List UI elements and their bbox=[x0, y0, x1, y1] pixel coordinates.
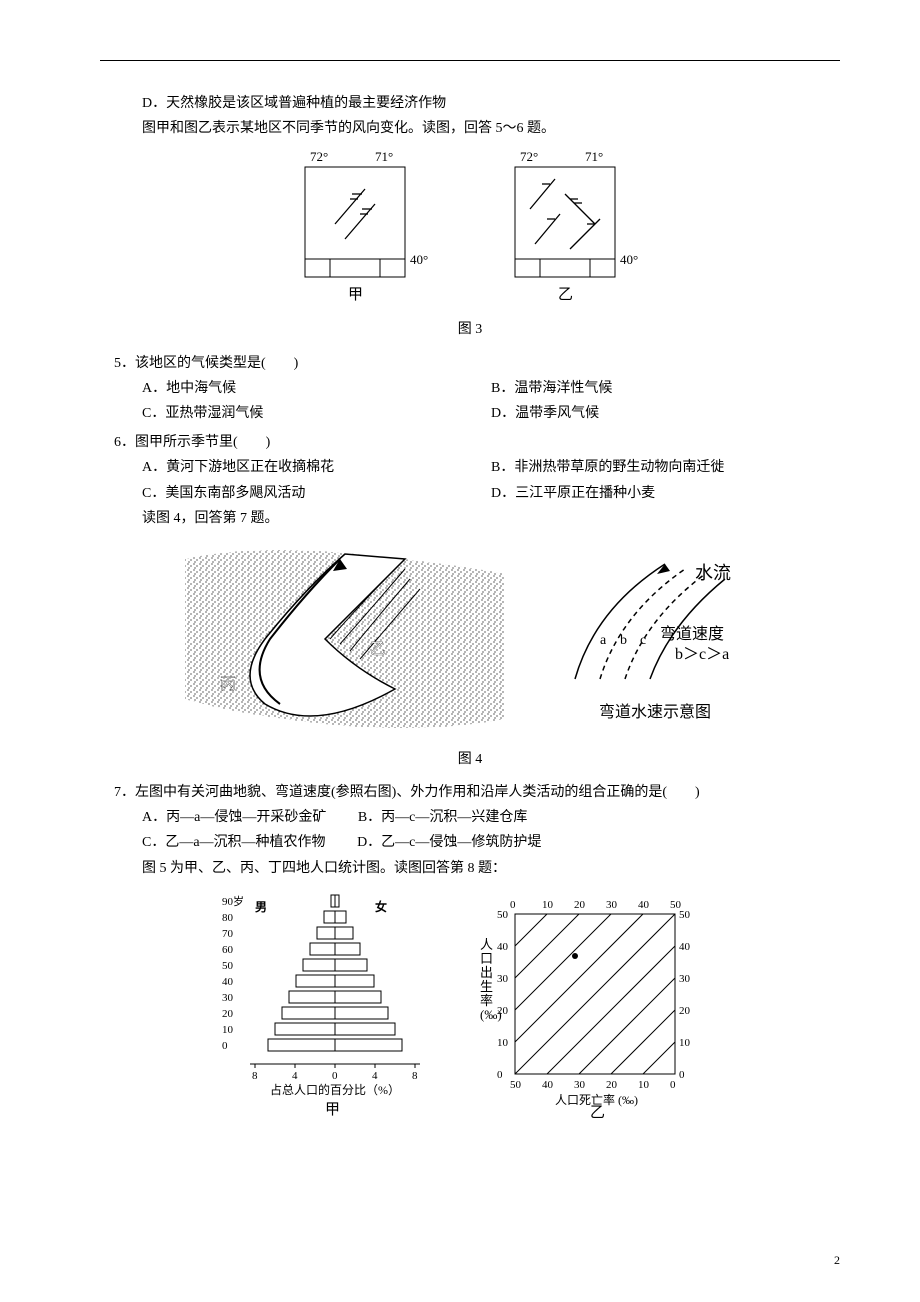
pyr-male: 男 bbox=[255, 900, 267, 914]
svg-text:30: 30 bbox=[574, 1079, 586, 1091]
svg-text:0: 0 bbox=[670, 1079, 676, 1091]
svg-text:30: 30 bbox=[679, 973, 691, 985]
fig4-intro: 读图 4，回答第 7 题。 bbox=[100, 506, 840, 531]
svg-text:4: 4 bbox=[372, 1070, 378, 1082]
svg-text:20: 20 bbox=[497, 1005, 509, 1017]
q7-opt-c: C．乙—a—沉积—种植农作物 bbox=[142, 835, 326, 850]
svg-text:50: 50 bbox=[497, 909, 509, 921]
svg-text:40: 40 bbox=[542, 1079, 554, 1091]
pyr-xlabel: 占总人口的百分比（%） bbox=[270, 1082, 400, 1097]
fig5-triangle-svg: 01020304050 人口出生率(‰) 50403020100 5040302… bbox=[460, 889, 720, 1119]
svg-text:0: 0 bbox=[497, 1069, 503, 1081]
fig4-bend: 弯道速度 bbox=[660, 625, 724, 643]
svg-text:40: 40 bbox=[497, 941, 509, 953]
q5-options: A．地中海气候 B．温带海洋性气候 C．亚热带湿润气候 D．温带季风气候 bbox=[100, 376, 840, 426]
fig3-jia-svg: 72° 71° 40° 甲 bbox=[290, 149, 440, 309]
fig4-right: 水流 a b c 弯道速度 b＞c＞a 弯道水速示意图 bbox=[545, 549, 765, 728]
lon-71b: 71° bbox=[585, 149, 603, 164]
q6-opt-d: D．三江平原正在播种小麦 bbox=[491, 481, 840, 506]
lat-40b: 40° bbox=[620, 252, 638, 267]
svg-text:50: 50 bbox=[222, 960, 234, 972]
svg-text:8: 8 bbox=[412, 1070, 418, 1082]
svg-text:30: 30 bbox=[222, 992, 234, 1004]
fig4-label: 图 4 bbox=[100, 747, 840, 772]
svg-text:90岁: 90岁 bbox=[222, 894, 244, 908]
lat-40: 40° bbox=[410, 252, 428, 267]
svg-text:20: 20 bbox=[606, 1079, 618, 1091]
svg-text:50: 50 bbox=[510, 1079, 522, 1091]
figure-5: 90岁80706050403020100 男 女 84048 占总人口的百分比（… bbox=[100, 889, 840, 1119]
prev-option-d: D．天然橡胶是该区域普遍种植的最主要经济作物 bbox=[100, 91, 840, 116]
svg-text:4: 4 bbox=[292, 1070, 298, 1082]
svg-text:10: 10 bbox=[497, 1037, 509, 1049]
question-5: 5．该地区的气候类型是( ) bbox=[100, 351, 840, 376]
svg-text:50: 50 bbox=[679, 909, 691, 921]
svg-text:40: 40 bbox=[222, 976, 234, 988]
fig4-b: b bbox=[620, 633, 627, 648]
q5-opt-d: D．温带季风气候 bbox=[491, 401, 840, 426]
fig3-yi-svg: 72° 71° 40° 乙 bbox=[500, 149, 650, 309]
q6-options: A．黄河下游地区正在收摘棉花 B．非洲热带草原的野生动物向南迁徙 C．美国东南部… bbox=[100, 455, 840, 505]
figure-3: 72° 71° 40° 甲 72° 71° 40° bbox=[100, 149, 840, 309]
svg-text:0: 0 bbox=[332, 1070, 338, 1082]
fig4-bing: 丙 bbox=[220, 676, 236, 693]
figure-4: 乙 丙 水流 a b c 弯道速度 b＞c＞a 弯道水速示意图 bbox=[100, 539, 840, 739]
page-number: 2 bbox=[834, 1250, 840, 1272]
lon-72b: 72° bbox=[520, 149, 538, 164]
lon-71: 71° bbox=[375, 149, 393, 164]
svg-text:40: 40 bbox=[638, 899, 650, 911]
fig4-rel: b＞c＞a bbox=[675, 646, 729, 663]
svg-text:80: 80 bbox=[222, 912, 234, 924]
svg-text:30: 30 bbox=[497, 973, 509, 985]
lon-72: 72° bbox=[310, 149, 328, 164]
question-6: 6．图甲所示季节里( ) bbox=[100, 430, 840, 455]
svg-text:10: 10 bbox=[542, 899, 554, 911]
q5-opt-a: A．地中海气候 bbox=[142, 376, 491, 401]
svg-text:8: 8 bbox=[252, 1070, 258, 1082]
fig4-flow: 水流 bbox=[695, 563, 731, 583]
svg-text:70: 70 bbox=[222, 928, 234, 940]
svg-text:0: 0 bbox=[679, 1069, 685, 1081]
fig3-yi-label: 乙 bbox=[558, 287, 573, 303]
fig4-yi: 乙 bbox=[370, 641, 386, 658]
svg-text:40: 40 bbox=[679, 941, 691, 953]
fig4-right-svg: 水流 a b c 弯道速度 b＞c＞a bbox=[545, 549, 765, 699]
svg-text:10: 10 bbox=[222, 1024, 234, 1036]
q7-opt-a: A．丙—a—侵蚀—开采砂金矿 bbox=[142, 810, 326, 825]
q6-opt-a: A．黄河下游地区正在收摘棉花 bbox=[142, 455, 491, 480]
q6-opt-c: C．美国东南部多飓风活动 bbox=[142, 481, 491, 506]
svg-text:20: 20 bbox=[679, 1005, 691, 1017]
svg-text:0: 0 bbox=[510, 899, 516, 911]
fig5-intro: 图 5 为甲、乙、丙、丁四地人口统计图。读图回答第 8 题： bbox=[100, 856, 840, 881]
q7-options: A．丙—a—侵蚀—开采砂金矿 B．丙—c—沉积—兴建仓库 C．乙—a—沉积—种植… bbox=[100, 805, 840, 855]
svg-text:60: 60 bbox=[222, 944, 234, 956]
svg-text:30: 30 bbox=[606, 899, 618, 911]
q5-opt-c: C．亚热带湿润气候 bbox=[142, 401, 491, 426]
pyr-female: 女 bbox=[375, 899, 387, 914]
fig5-pyramid-svg: 90岁80706050403020100 男 女 84048 占总人口的百分比（… bbox=[220, 889, 440, 1119]
fig5-yi: 乙 bbox=[590, 1105, 605, 1119]
q6-opt-b: B．非洲热带草原的野生动物向南迁徙 bbox=[491, 455, 840, 480]
svg-text:10: 10 bbox=[638, 1079, 650, 1091]
fig4-c: c bbox=[640, 633, 646, 648]
fig3-label: 图 3 bbox=[100, 317, 840, 342]
fig4-left-svg: 乙 丙 bbox=[175, 539, 515, 739]
fig5-jia: 甲 bbox=[325, 1102, 340, 1118]
svg-text:0: 0 bbox=[222, 1040, 228, 1052]
fig4-caption: 弯道水速示意图 bbox=[545, 699, 765, 728]
top-rule bbox=[100, 60, 840, 61]
q7-opt-b: B．丙—c—沉积—兴建仓库 bbox=[358, 810, 528, 825]
question-7: 7．左图中有关河曲地貌、弯道速度(参照右图)、外力作用和沿岸人类活动的组合正确的… bbox=[100, 780, 840, 805]
q7-opt-d: D．乙—c—侵蚀—修筑防护堤 bbox=[357, 835, 541, 850]
q5-opt-b: B．温带海洋性气候 bbox=[491, 376, 840, 401]
svg-text:20: 20 bbox=[222, 1008, 234, 1020]
fig4-a: a bbox=[600, 633, 607, 648]
fig3-intro: 图甲和图乙表示某地区不同季节的风向变化。读图，回答 5～6 题。 bbox=[100, 116, 840, 141]
svg-text:20: 20 bbox=[574, 899, 586, 911]
svg-text:10: 10 bbox=[679, 1037, 691, 1049]
fig3-jia-label: 甲 bbox=[348, 287, 363, 303]
